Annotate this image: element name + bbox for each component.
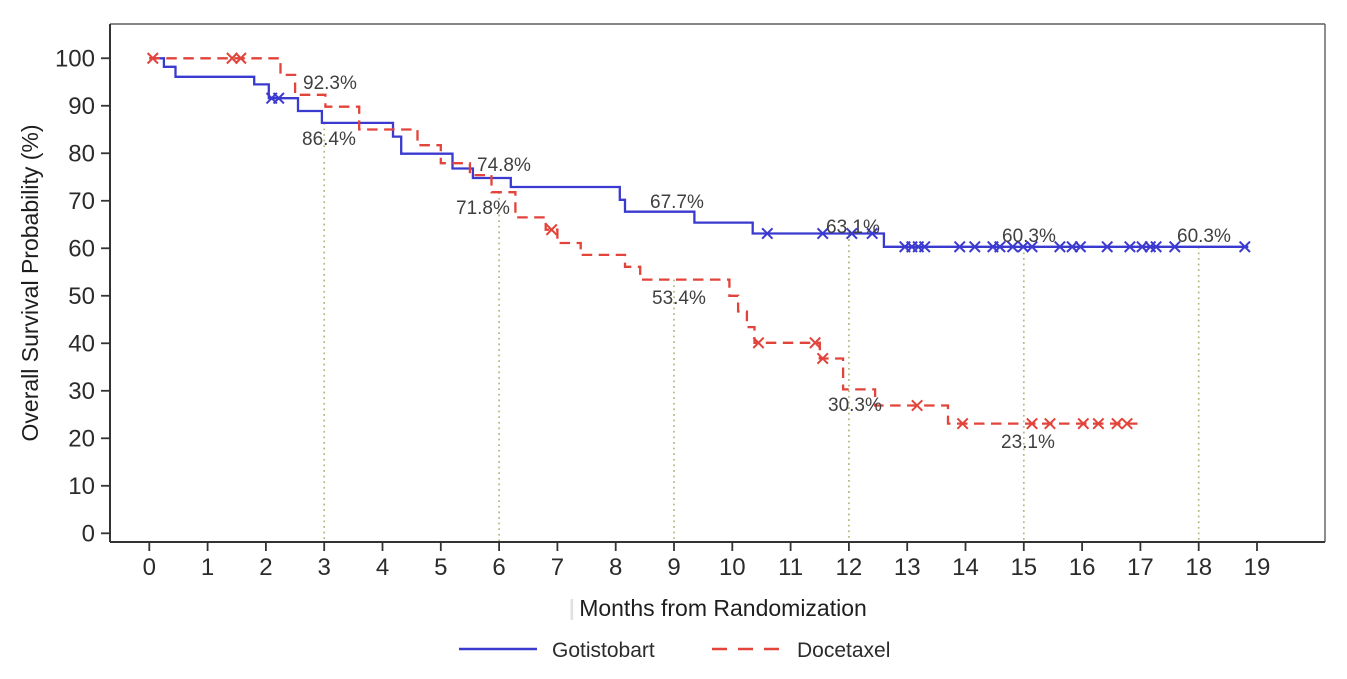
legend-label-docetaxel: Docetaxel: [797, 639, 890, 662]
x-tick-label: 12: [836, 554, 863, 581]
x-tick-label: 19: [1244, 554, 1271, 581]
x-tick-label: 15: [1010, 554, 1037, 581]
annotation-docetaxel-month-9: 53.4%: [652, 288, 706, 309]
series-curve-gotistobart: [149, 57, 1249, 248]
x-tick-label: 16: [1069, 554, 1096, 581]
x-tick-label: 0: [143, 554, 156, 581]
x-tick-label: 7: [551, 554, 564, 581]
x-tick-label: 10: [719, 554, 746, 581]
annotation-docetaxel-month-12: 30.3%: [828, 395, 882, 416]
legend: Gotistobart Docetaxel: [459, 639, 890, 662]
x-tick-label: 17: [1127, 554, 1154, 581]
y-axis-title: Overall Survival Probability (%): [17, 125, 43, 442]
x-tick-label: 11: [778, 554, 803, 581]
annotation-docetaxel-month-15: 23.1%: [1001, 432, 1055, 453]
x-tick-label: 9: [667, 554, 680, 581]
x-tick-label: 18: [1185, 554, 1212, 581]
x-tick-label: 2: [259, 554, 272, 581]
y-tick-label: 60: [68, 235, 95, 262]
annotation-gotistobart-month-12: 63.1%: [826, 217, 880, 238]
x-axis-title: Months from Randomization: [579, 595, 867, 621]
x-tick-label: 14: [952, 554, 979, 581]
x-tick-label: 6: [492, 554, 505, 581]
censor-marks-gotistobart: [265, 92, 1251, 253]
y-tick-label: 30: [68, 378, 95, 405]
cursor-artifact: [570, 599, 574, 620]
y-tick-label: 0: [82, 520, 95, 547]
y-tick-label: 100: [55, 45, 95, 72]
x-tick-label: 8: [609, 554, 622, 581]
annotation-gotistobart-month-15: 60.3%: [1002, 226, 1056, 247]
y-tick-label: 70: [68, 188, 95, 215]
x-tick-label: 13: [894, 554, 921, 581]
x-tick-label: 4: [376, 554, 389, 581]
y-tick-label: 20: [68, 425, 95, 452]
annotation-gotistobart-month-18: 60.3%: [1177, 226, 1231, 247]
annotation-docetaxel-month-3: 92.3%: [303, 73, 357, 94]
y-tick-label: 10: [68, 473, 95, 500]
legend-label-gotistobart: Gotistobart: [552, 639, 655, 662]
plot-area: 0 1 2 3 4 5 6 7 8 9 10 11 12 13 14 15 16 17 18 190102030405…: [55, 23, 1326, 581]
annotation-gotistobart-month-3: 86.4%: [302, 129, 356, 150]
x-tick-label: 5: [434, 554, 447, 581]
y-tick-label: 90: [68, 93, 95, 120]
x-tick-label: 3: [318, 554, 331, 581]
y-tick-label: 40: [68, 330, 95, 357]
annotation-docetaxel-month-6: 71.8%: [456, 198, 510, 219]
censor-marks-docetaxel: [146, 52, 1133, 430]
x-tick-label: 1: [201, 554, 214, 581]
annotation-gotistobart-month-9: 67.7%: [650, 192, 704, 213]
y-tick-label: 50: [68, 283, 95, 310]
series-curve-docetaxel: [149, 57, 1141, 425]
annotation-gotistobart-month-6: 74.8%: [477, 155, 531, 176]
y-tick-label: 80: [68, 140, 95, 167]
